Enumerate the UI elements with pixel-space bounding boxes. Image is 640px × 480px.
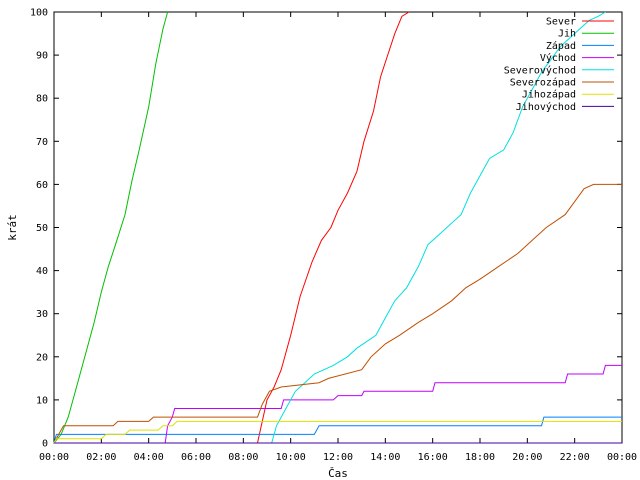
- y-tick-label: 40: [36, 266, 48, 277]
- legend-entry-label: Severozápad: [510, 77, 576, 89]
- legend-entry-label: Západ: [546, 40, 576, 52]
- y-tick-label: 20: [36, 352, 48, 363]
- y-tick-label: 90: [36, 51, 48, 62]
- y-axis-label: krát: [6, 214, 19, 241]
- x-tick-label: 06:00: [181, 452, 211, 463]
- y-tick-label: 60: [36, 180, 48, 191]
- x-tick-label: 08:00: [228, 452, 258, 463]
- series-line-6: [53, 183, 622, 444]
- series-line-5: [54, 11, 606, 444]
- x-tick-label: 18:00: [465, 452, 495, 463]
- y-tick-label: 30: [36, 309, 48, 320]
- x-tick-label: 14:00: [370, 452, 400, 463]
- series-line-7: [53, 420, 622, 444]
- x-tick-label: 16:00: [418, 452, 448, 463]
- x-tick-label: 00:00: [607, 452, 637, 463]
- series-line-1: [54, 11, 410, 444]
- y-tick-label: 70: [36, 137, 48, 148]
- y-tick-label: 50: [36, 223, 48, 234]
- legend-entry-label: Jih: [558, 29, 576, 40]
- x-tick-label: 12:00: [323, 452, 353, 463]
- x-tick-label: 04:00: [134, 452, 164, 463]
- x-tick-label: 10:00: [276, 452, 306, 463]
- x-tick-label: 02:00: [86, 452, 116, 463]
- legend-entry-label: Jihovýchod: [516, 101, 576, 113]
- y-tick-label: 0: [42, 439, 48, 450]
- x-tick-label: 00:00: [39, 452, 69, 463]
- x-tick-label: 22:00: [560, 452, 590, 463]
- y-tick-label: 80: [36, 94, 48, 105]
- legend-entry-label: Jihozápad: [522, 89, 576, 101]
- y-tick-label: 100: [30, 8, 48, 19]
- x-axis-label: Čas: [328, 467, 348, 480]
- legend-entry-label: Sever: [546, 17, 576, 28]
- legend-entry-label: Severovýchod: [504, 64, 576, 76]
- x-tick-label: 20:00: [512, 452, 542, 463]
- series-line-3: [53, 416, 622, 444]
- legend-entry-label: Východ: [540, 52, 576, 64]
- y-tick-label: 10: [36, 395, 48, 406]
- series-line-2: [53, 11, 169, 444]
- series-line-4: [54, 364, 622, 444]
